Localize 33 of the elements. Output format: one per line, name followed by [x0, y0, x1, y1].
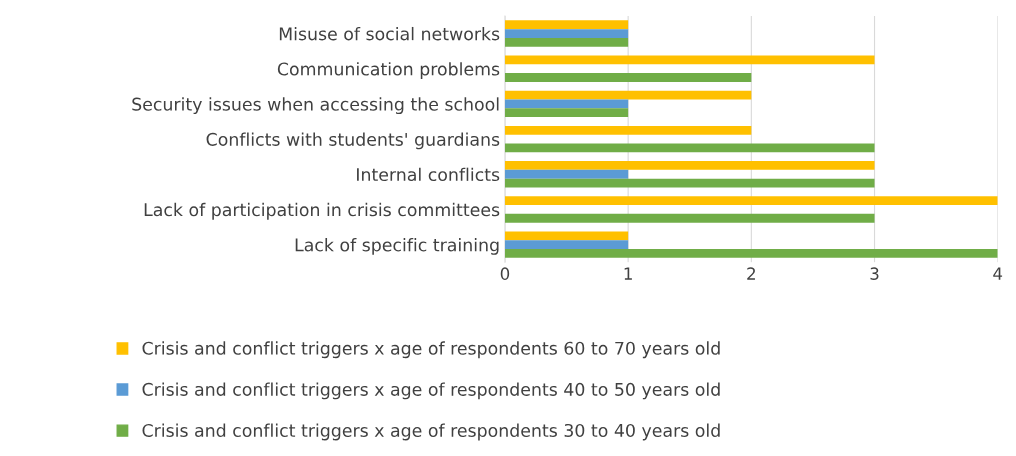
- bar: [504, 249, 998, 258]
- y-tick-label: Conflicts with students' guardians: [206, 132, 500, 150]
- x-tick-label: 1: [624, 267, 632, 280]
- bar: [504, 37, 629, 47]
- y-tick-label: Lack of specific training: [295, 238, 499, 255]
- x-tick-label: 0: [500, 267, 510, 280]
- bar: [504, 161, 875, 170]
- legend-label: Crisis and conflict triggers x age of respondents 30 to 40 years old: [142, 423, 720, 441]
- bar: [504, 196, 998, 206]
- bar: [504, 20, 629, 30]
- y-tick-label: Lack of participation in crisis committees: [144, 202, 500, 220]
- bar: [504, 125, 752, 135]
- legend-label: Crisis and conflict triggers x age of respondents 60 to 70 years old: [142, 341, 720, 359]
- bar: [504, 55, 875, 65]
- x-tick-label: 2: [747, 267, 755, 280]
- x-tick-label: 3: [870, 267, 879, 280]
- bar: [504, 99, 629, 109]
- bar: [504, 143, 875, 153]
- y-tick-label: Internal conflicts: [357, 167, 500, 182]
- bar: [504, 213, 875, 223]
- bar: [504, 73, 752, 82]
- bar: [504, 90, 752, 100]
- bar: [504, 108, 629, 118]
- bar: [504, 231, 629, 241]
- x-tick-label: 4: [993, 267, 1003, 280]
- bar: [504, 178, 875, 188]
- y-tick-label: Security issues when accessing the school: [132, 97, 499, 115]
- bar: [504, 29, 629, 38]
- legend-label: Crisis and conflict triggers x age of respondents 40 to 50 years old: [142, 382, 720, 400]
- y-tick-label: Misuse of social networks: [279, 26, 500, 41]
- bar: [504, 169, 629, 179]
- y-tick-label: Communication problems: [277, 62, 500, 79]
- bar: [504, 240, 629, 250]
